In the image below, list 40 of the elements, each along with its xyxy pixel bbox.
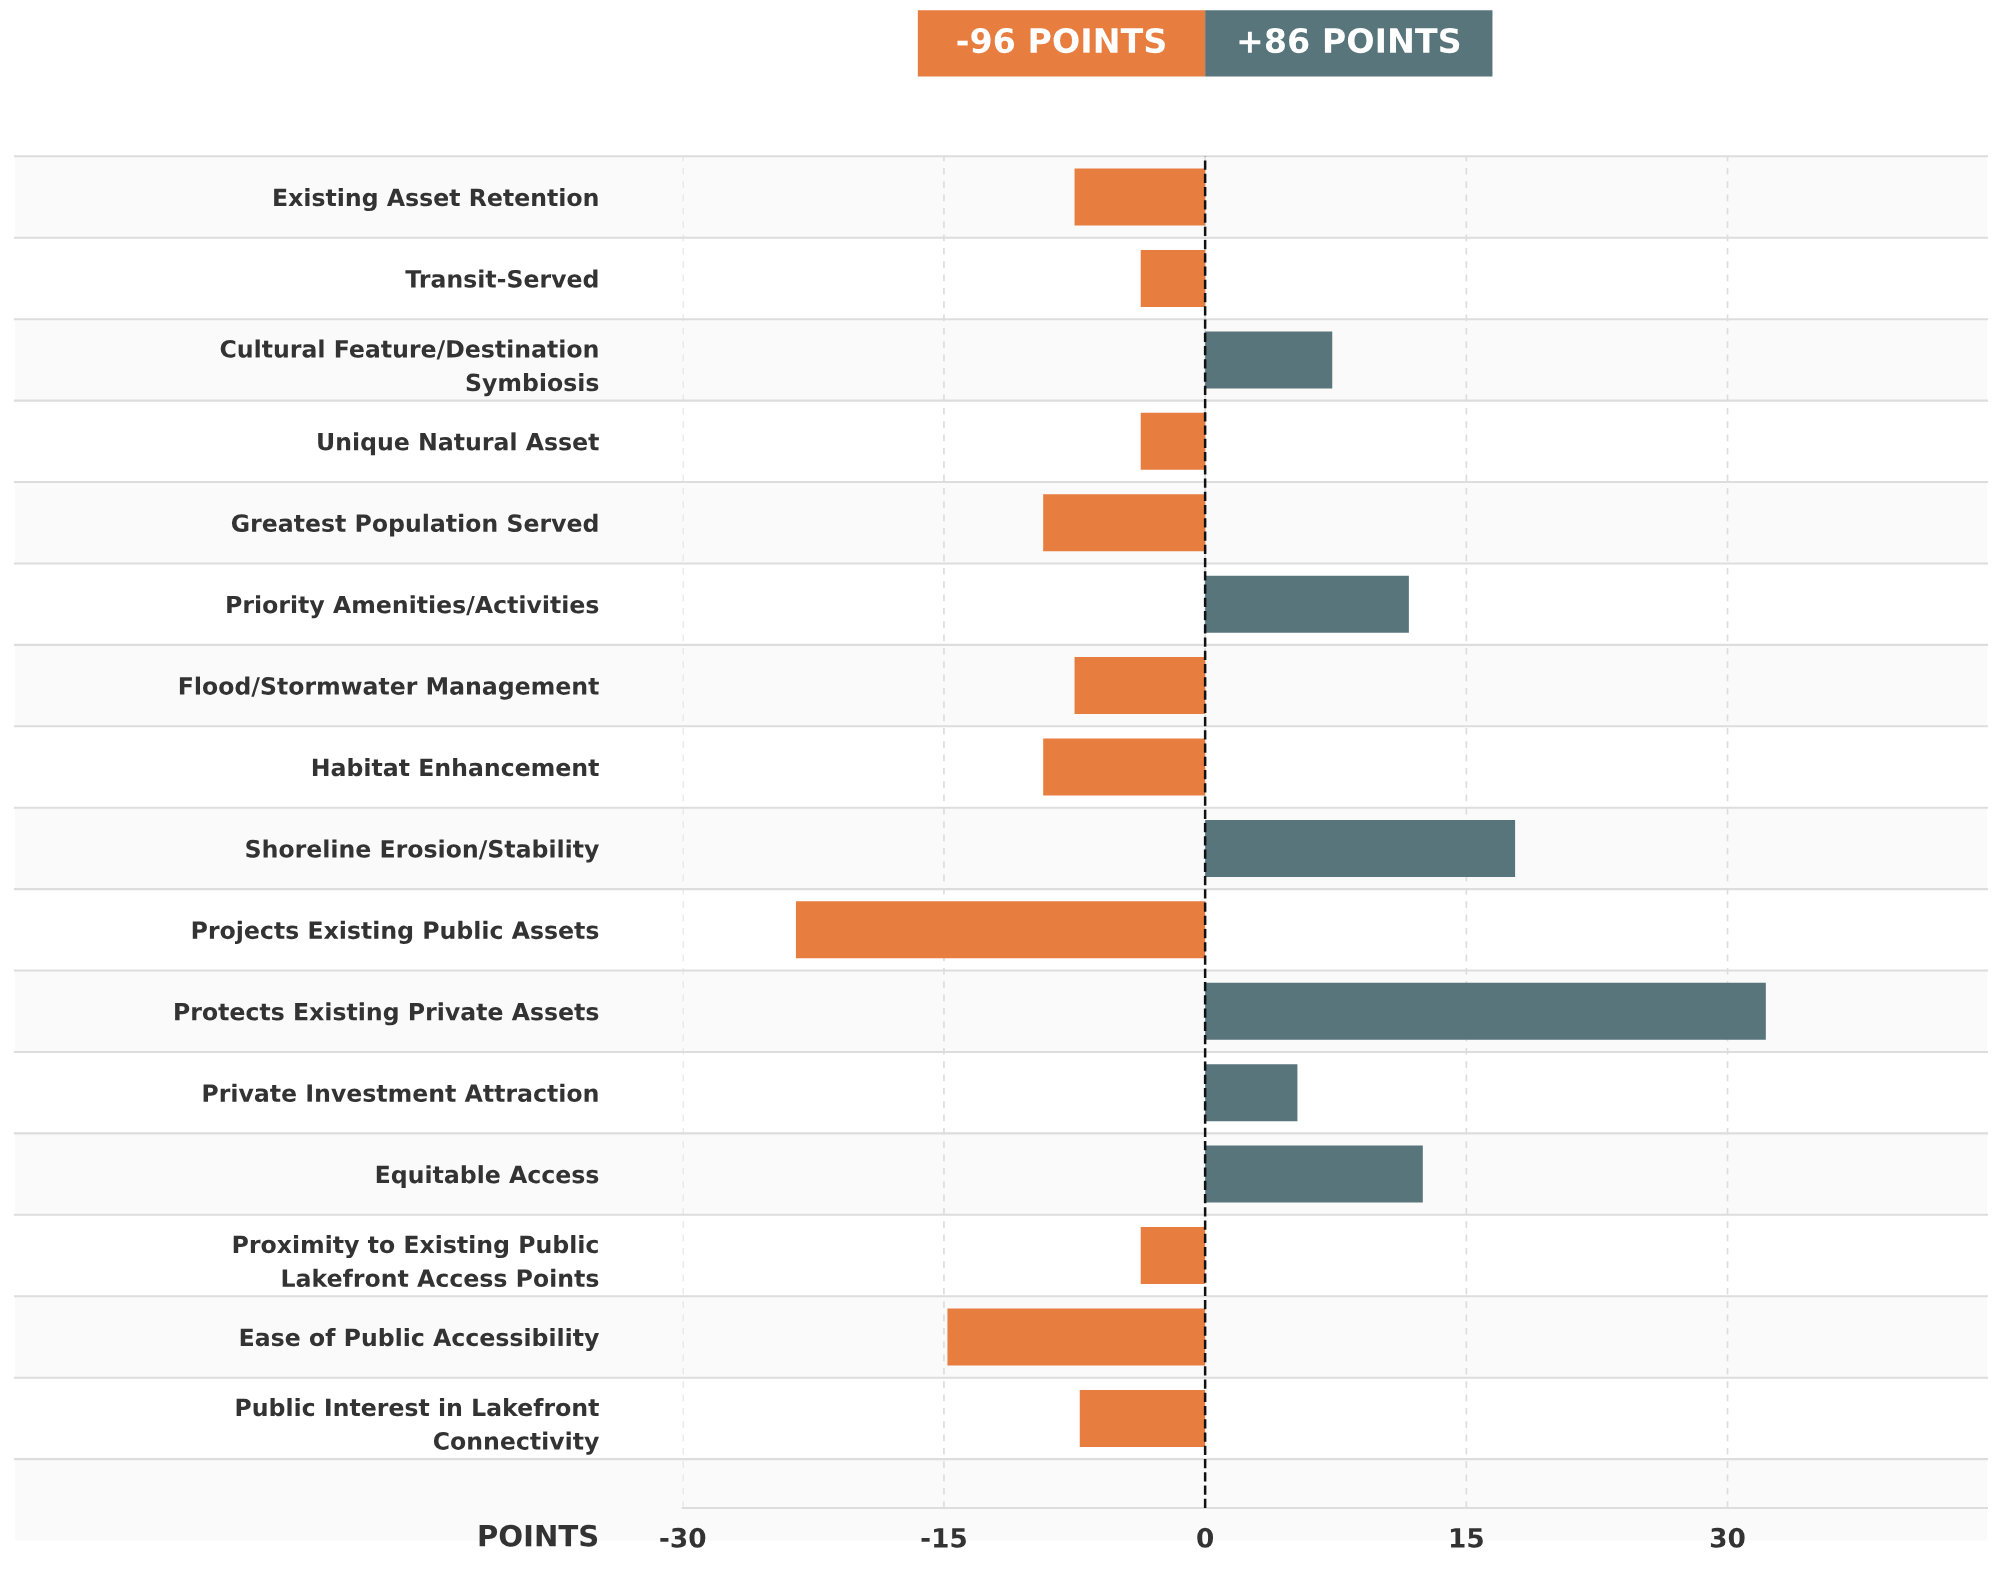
bar	[1140, 249, 1206, 307]
bar	[795, 901, 1206, 959]
bar	[1043, 738, 1206, 796]
bar	[1043, 494, 1206, 552]
y-tick-label: Habitat Enhancement	[312, 758, 599, 777]
y-tick-label: Ease of Public Accessibility	[240, 1327, 599, 1352]
y-tick-label: Flood/Stormwater Management	[179, 676, 599, 700]
y-tick-label: Cultural Feature/Destination Symbiosis	[220, 339, 599, 397]
bar	[1074, 657, 1206, 715]
y-tick-label: Existing Asset Retention	[274, 188, 598, 212]
x-axis-title: POINTS	[479, 1524, 598, 1547]
y-tick-label: Projects Existing Public Assets	[192, 920, 599, 944]
x-tick-label: 30	[1710, 1527, 1745, 1548]
x-tick-label: -15	[921, 1528, 966, 1548]
y-tick-label: Private Investment Attraction	[203, 1083, 598, 1102]
x-tick-label: 15	[1450, 1528, 1483, 1548]
text: +86 POINTS	[1239, 27, 1460, 54]
y-tick-label: Equitable Access	[376, 1165, 599, 1188]
bar	[1140, 1227, 1206, 1285]
bar	[1074, 168, 1206, 226]
bar	[947, 1308, 1206, 1366]
text: -96 POINTS	[957, 27, 1165, 54]
bar	[1205, 1064, 1298, 1122]
bar	[1205, 982, 1766, 1040]
y-tick-label: Proximity to Existing Public Lakefront Access Points	[233, 1235, 599, 1288]
y-tick-label: Unique Natural Asset	[318, 432, 599, 456]
y-tick-label: Public Interest in Lakefront Connectivity	[236, 1397, 599, 1455]
bar	[1205, 331, 1333, 389]
bar	[1140, 412, 1206, 470]
x-tick-label: -30	[660, 1527, 706, 1548]
x-tick-label: 0	[1197, 1527, 1214, 1548]
bar	[1205, 575, 1409, 633]
y-tick-label: Priority Amenities/Activities	[227, 595, 599, 619]
bar	[1079, 1389, 1206, 1447]
y-tick-label: Greatest Population Served	[231, 513, 598, 537]
bar	[1205, 819, 1516, 877]
y-tick-label: Protects Existing Private Assets	[175, 1002, 599, 1026]
bar	[1205, 1145, 1423, 1203]
y-tick-label: Shoreline Erosion/Stability	[246, 839, 599, 863]
y-tick-label: Transit-Served	[405, 269, 598, 288]
